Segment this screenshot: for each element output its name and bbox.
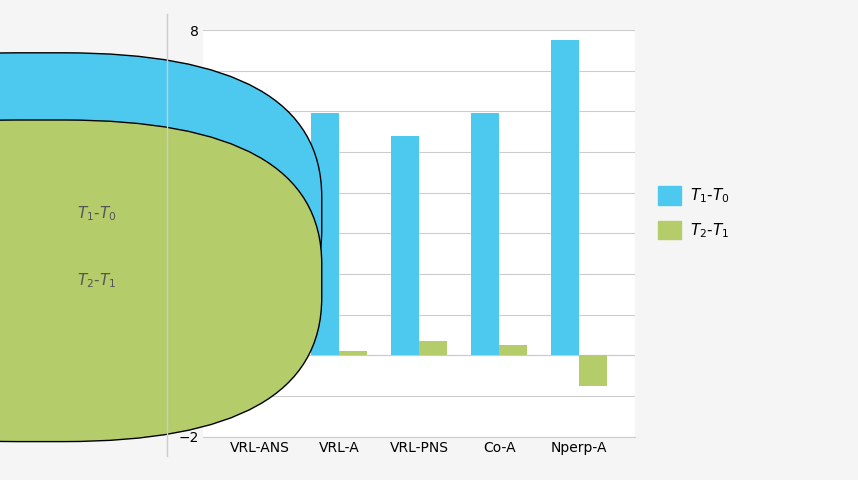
Bar xyxy=(391,136,420,355)
Bar xyxy=(420,341,447,355)
Bar xyxy=(311,113,340,355)
Text: $T_2$-$T_1$: $T_2$-$T_1$ xyxy=(77,272,117,290)
Bar xyxy=(579,355,607,386)
Bar xyxy=(259,355,287,357)
Bar xyxy=(552,40,579,355)
Bar xyxy=(499,345,528,355)
Bar xyxy=(232,130,259,355)
Bar xyxy=(340,351,367,355)
Text: $T_1$-$T_0$: $T_1$-$T_0$ xyxy=(77,204,117,223)
Bar xyxy=(471,113,499,355)
Legend: $T_1$-$T_0$, $T_2$-$T_1$: $T_1$-$T_0$, $T_2$-$T_1$ xyxy=(651,180,735,246)
